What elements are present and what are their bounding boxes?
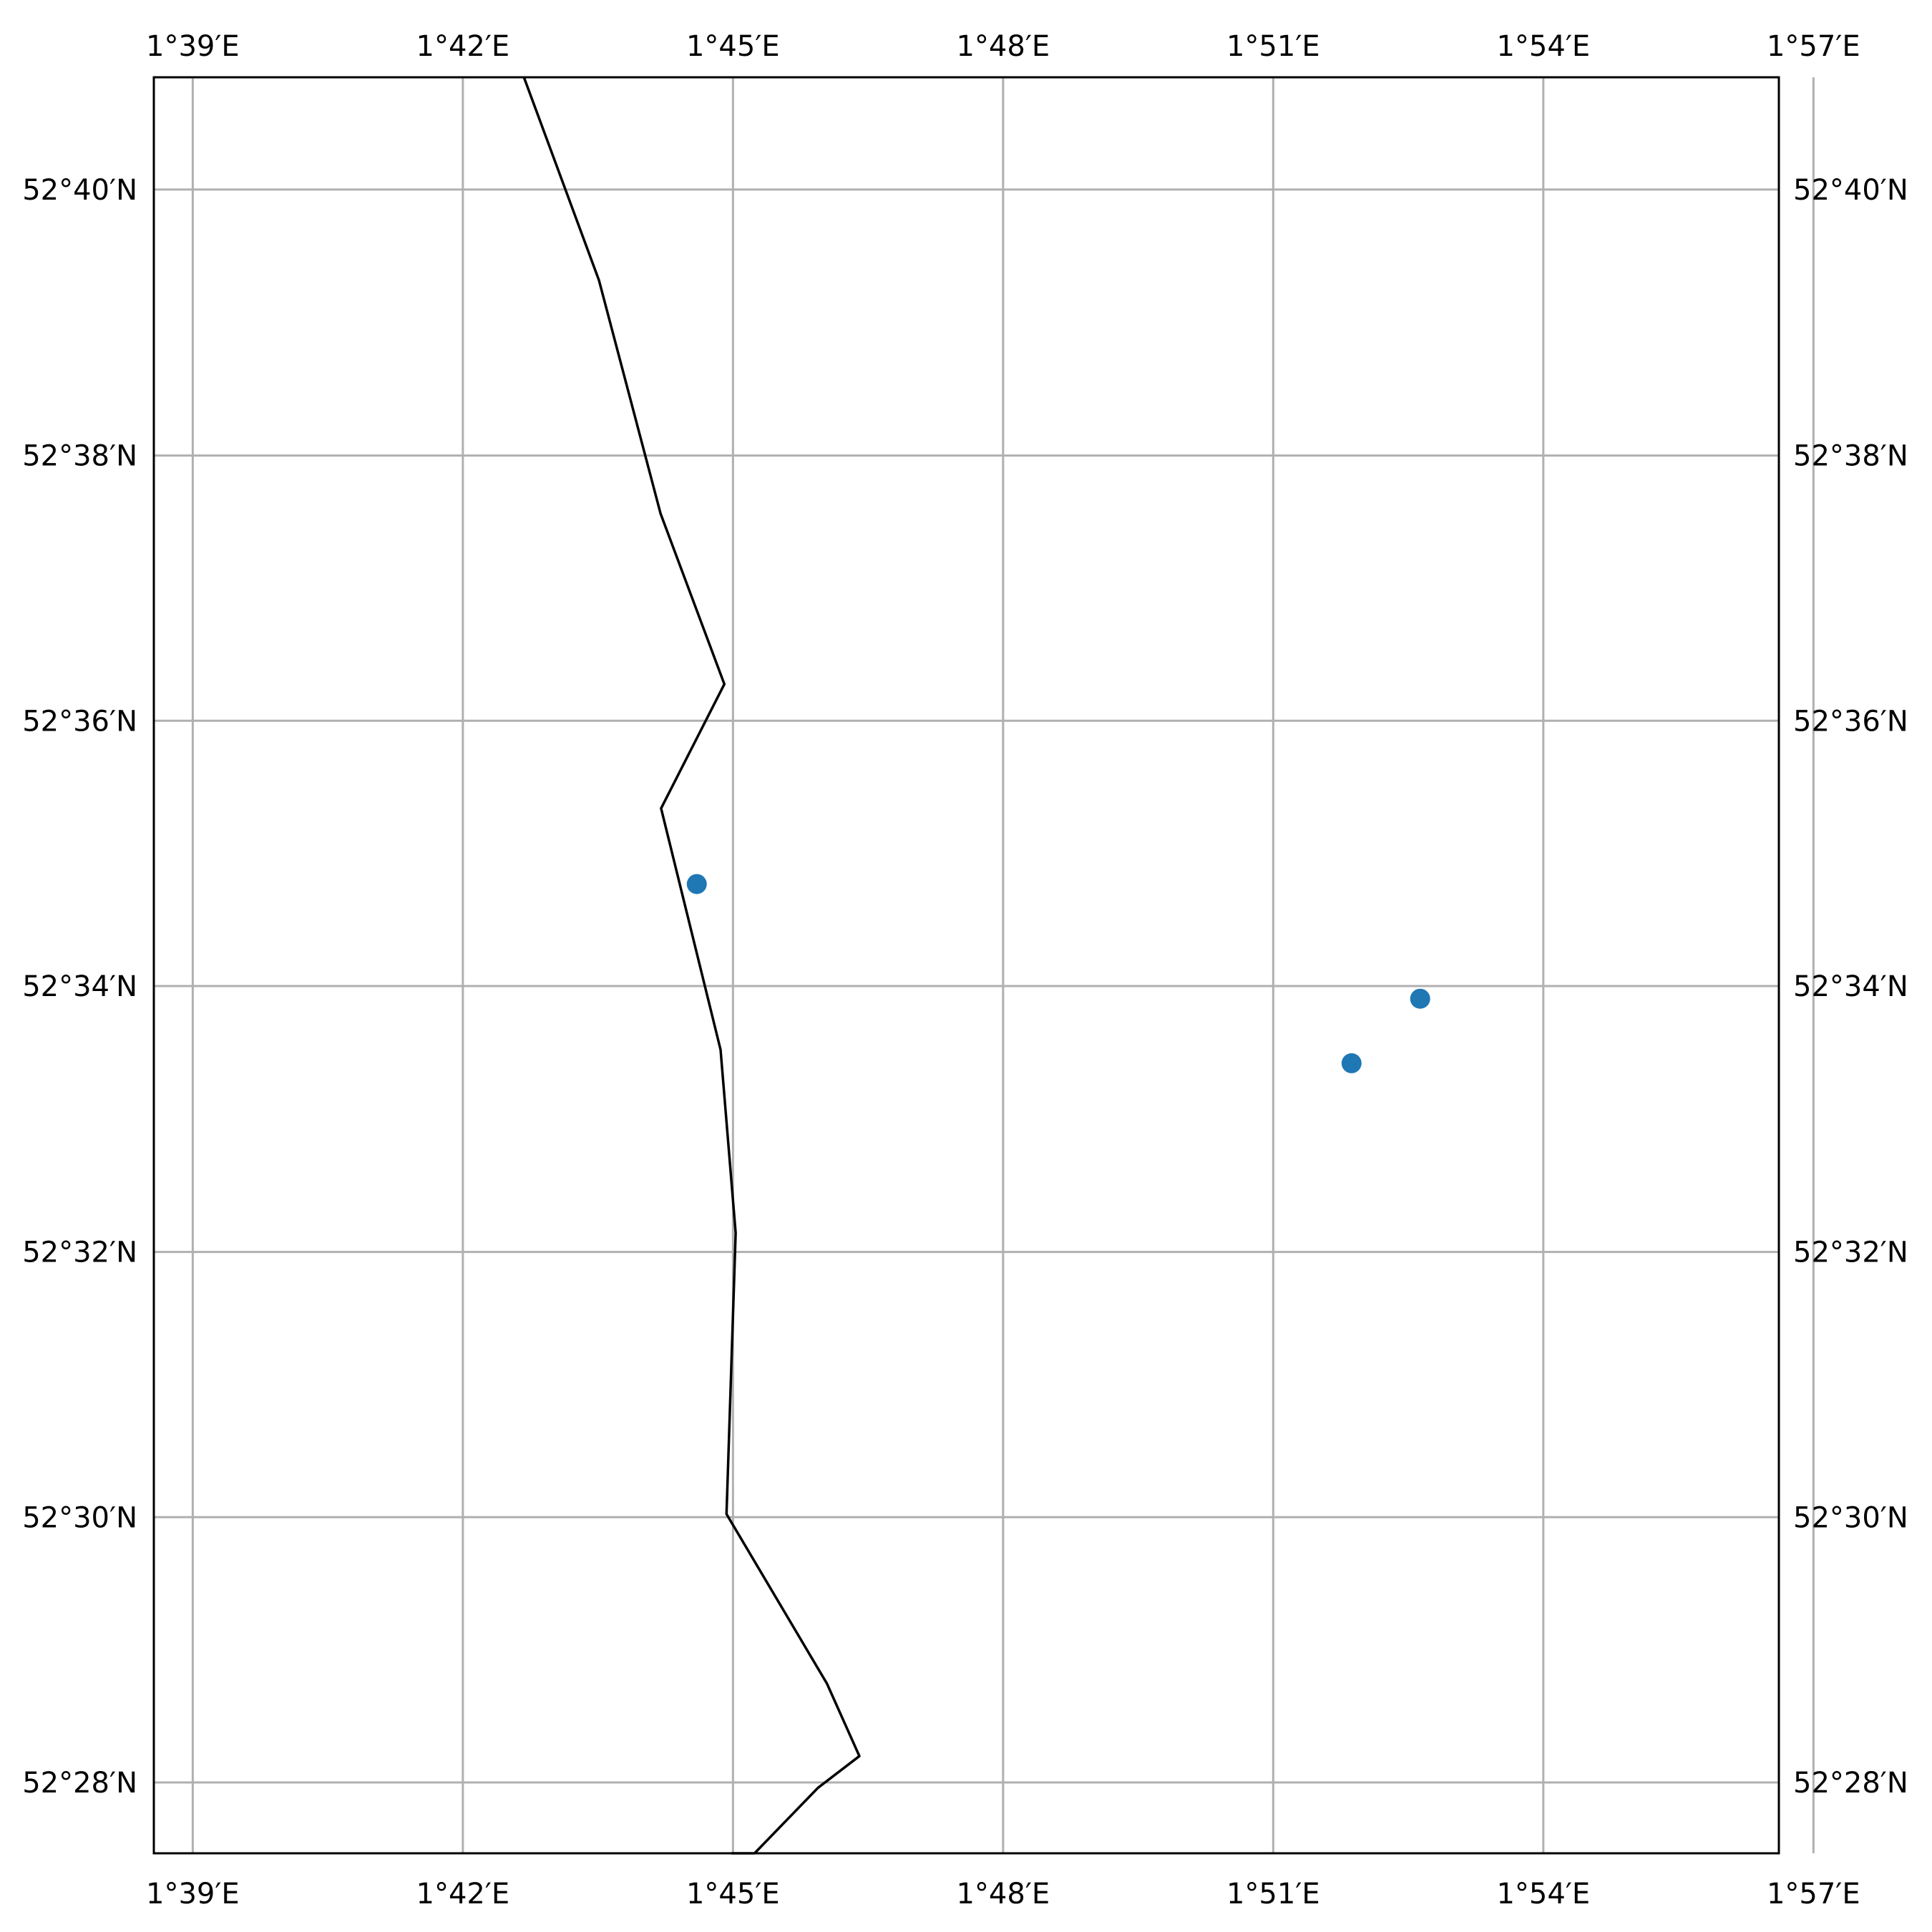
y-tick-label-right-6: 52°40′N	[1793, 174, 1908, 207]
x-tick-label-top-2: 1°45′E	[686, 30, 780, 63]
y-tick-label-left-4: 52°36′N	[22, 705, 137, 738]
x-tick-label-top-3: 1°48′E	[956, 30, 1050, 63]
x-tick-label-top-6: 1°57′E	[1767, 30, 1860, 63]
y-tick-label-left-3: 52°34′N	[22, 970, 137, 1003]
x-tick-label-top-1: 1°42′E	[416, 30, 510, 63]
x-tick-label-top-5: 1°54′E	[1496, 30, 1590, 63]
x-tick-label-top-4: 1°51′E	[1226, 30, 1320, 63]
point-1	[1341, 1053, 1362, 1073]
x-tick-label-top-0: 1°39′E	[146, 30, 240, 63]
x-tick-label-bottom-1: 1°42′E	[416, 1878, 510, 1911]
tick-labels: 1°39′E 1°39′E 1°42′E 1°42′E 1°45′E 1°45′E 1°48…	[22, 30, 1908, 1911]
x-tick-label-bottom-4: 1°51′E	[1226, 1878, 1320, 1911]
y-tick-label-left-2: 52°32′N	[22, 1236, 137, 1269]
x-tick-label-bottom-3: 1°48′E	[956, 1878, 1050, 1911]
y-tick-label-left-5: 52°38′N	[22, 440, 137, 473]
gridlines	[154, 77, 1815, 1853]
y-tick-label-left-1: 52°30′N	[22, 1501, 137, 1534]
coastline	[522, 77, 861, 1855]
x-tick-label-bottom-0: 1°39′E	[146, 1878, 240, 1911]
coastline-layer	[522, 77, 861, 1855]
y-tick-label-left-0: 52°28′N	[22, 1767, 137, 1800]
map-frame	[152, 76, 1780, 1855]
y-tick-label-right-0: 52°28′N	[1793, 1767, 1908, 1800]
x-tick-label-bottom-2: 1°45′E	[686, 1878, 780, 1911]
points-layer	[686, 874, 1430, 1073]
point-2	[1410, 988, 1430, 1009]
y-tick-label-right-1: 52°30′N	[1793, 1501, 1908, 1534]
point-0	[686, 874, 707, 894]
x-tick-label-bottom-6: 1°57′E	[1767, 1878, 1860, 1911]
y-tick-label-left-6: 52°40′N	[22, 174, 137, 207]
x-tick-label-bottom-5: 1°54′E	[1496, 1878, 1590, 1911]
y-tick-label-right-5: 52°38′N	[1793, 440, 1908, 473]
y-tick-label-right-3: 52°34′N	[1793, 970, 1908, 1003]
y-tick-label-right-2: 52°32′N	[1793, 1236, 1908, 1269]
y-tick-label-right-4: 52°36′N	[1793, 705, 1908, 738]
